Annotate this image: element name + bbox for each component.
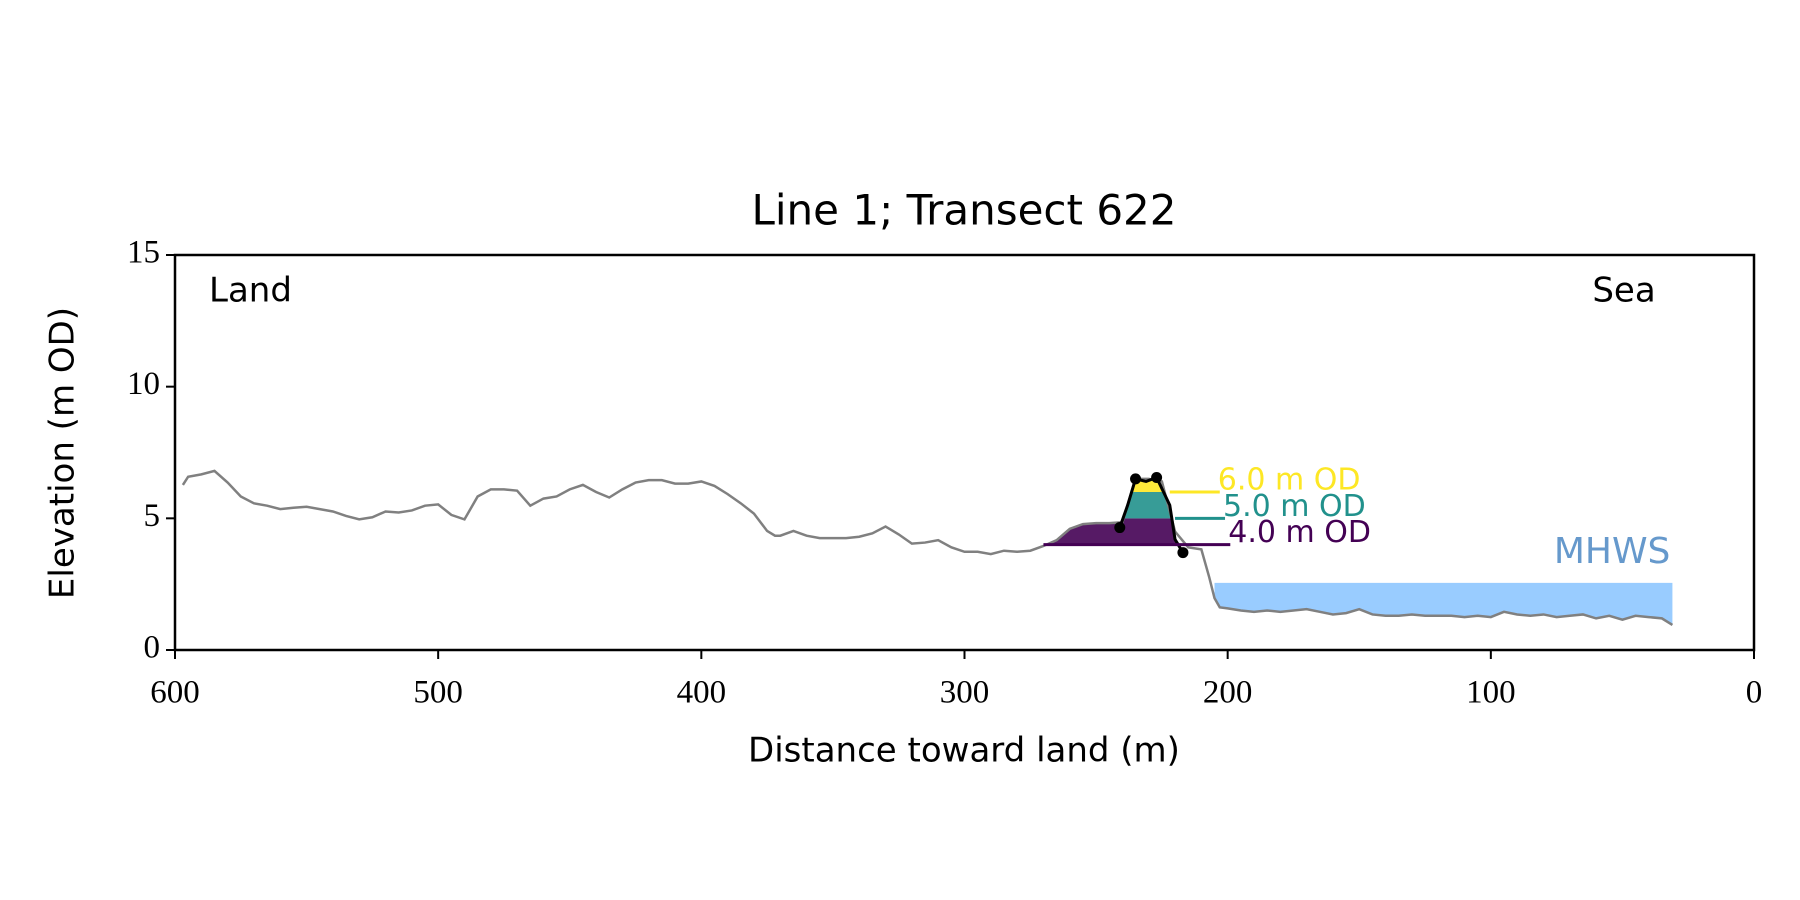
level-label: 6.0 m OD bbox=[1218, 463, 1361, 498]
x-tick-label: 300 bbox=[940, 675, 990, 711]
mhws-area bbox=[1214, 582, 1673, 625]
chart-title: Line 1; Transect 622 bbox=[751, 186, 1176, 235]
x-tick-label: 400 bbox=[677, 675, 727, 711]
level-label: 4.0 m OD bbox=[1228, 515, 1371, 550]
x-tick-label: 0 bbox=[1746, 675, 1763, 711]
x-tick-label: 600 bbox=[150, 675, 200, 711]
crest-point bbox=[1130, 473, 1142, 485]
crest-point bbox=[1114, 522, 1126, 534]
level-label: 5.0 m OD bbox=[1223, 489, 1366, 524]
x-tick-label: 200 bbox=[1203, 675, 1253, 711]
y-axis-title: Elevation (m OD) bbox=[43, 307, 83, 599]
mhws-label: MHWS bbox=[1554, 531, 1671, 572]
x-tick-label: 500 bbox=[413, 675, 463, 711]
y-tick-label: 15 bbox=[127, 235, 160, 271]
x-axis-title: Distance toward land (m) bbox=[748, 731, 1180, 771]
y-tick-label: 5 bbox=[144, 498, 161, 534]
level-band bbox=[1046, 518, 1178, 545]
corner-annotation: Sea bbox=[1592, 271, 1655, 311]
y-tick-label: 10 bbox=[127, 366, 160, 402]
corner-annotation: Land bbox=[209, 271, 292, 311]
crest-point bbox=[1151, 472, 1163, 484]
level-band bbox=[1123, 492, 1172, 519]
x-tick-label: 100 bbox=[1466, 675, 1516, 711]
crest-point bbox=[1177, 547, 1189, 559]
profile-line bbox=[181, 469, 1674, 627]
dune-line bbox=[1118, 475, 1185, 554]
y-tick-label: 0 bbox=[144, 630, 161, 666]
